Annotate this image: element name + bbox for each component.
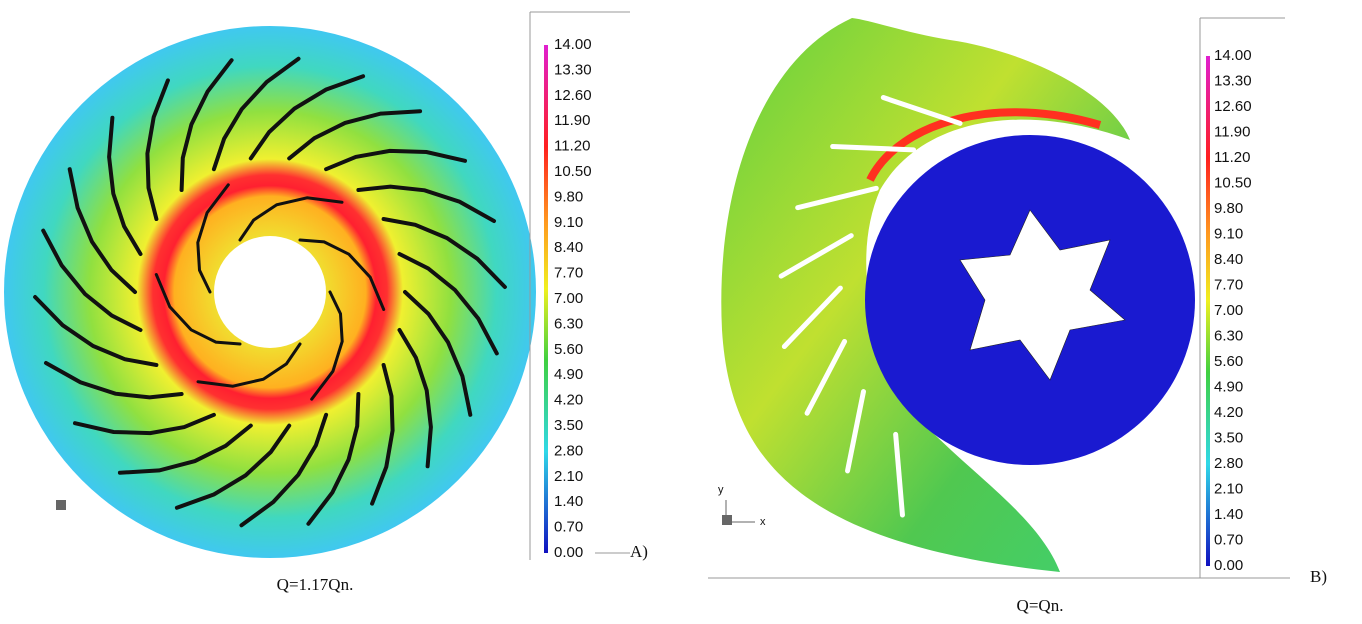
caption: Q=Qn. (1017, 596, 1064, 615)
colorbar-tick-label: 0.00 (1214, 557, 1243, 574)
colorbar-tick-label: 9.10 (554, 214, 583, 231)
colorbar-tick-label: 1.40 (554, 493, 583, 510)
colorbar-tick-label: 11.90 (554, 112, 590, 129)
vane (833, 147, 914, 150)
panel-b: y x B) Q=Qn. 14.00 13.30 12.60 11.90 11.20 10… (708, 18, 1327, 615)
colorbar-tick-label: 12.60 (1214, 98, 1252, 115)
colorbar-tick-label: 8.40 (554, 239, 583, 256)
colorbar (1206, 56, 1210, 566)
colorbar-tick-label: 9.10 (1214, 225, 1243, 242)
colorbar-tick-label: 5.60 (554, 341, 583, 358)
axis-icon (722, 515, 732, 525)
colorbar-tick-label: 5.60 (1214, 353, 1243, 370)
colorbar-tick-label: 7.70 (554, 265, 583, 282)
colorbar-tick-label: 3.50 (554, 417, 583, 434)
colorbar-tick-label: 0.70 (554, 519, 583, 536)
colorbar-tick-label: 12.60 (554, 87, 592, 104)
colorbar-tick-label: 4.20 (1214, 404, 1243, 421)
colorbar-tick-label: 4.90 (1214, 378, 1243, 395)
panel-label: A) (630, 542, 648, 561)
axis-label: y (718, 484, 724, 496)
colorbar-tick-label: 9.80 (554, 188, 583, 205)
colorbar-tick-label: 6.30 (554, 315, 583, 332)
colorbar-tick-label: 2.80 (1214, 455, 1243, 472)
colorbar-tick-label: 7.70 (1214, 276, 1243, 293)
colorbar-tick-label: 11.20 (1214, 149, 1250, 166)
colorbar-tick-label: 14.00 (1214, 47, 1252, 64)
colorbar-tick-label: 1.40 (1214, 506, 1243, 523)
colorbar (544, 45, 548, 553)
caption: Q=1.17Qn. (277, 575, 354, 594)
colorbar-tick-label: 14.00 (554, 36, 592, 53)
axis-icon (56, 500, 66, 510)
colorbar-tick-label: 6.30 (1214, 327, 1243, 344)
hub (214, 236, 326, 348)
colorbar-tick-label: 10.50 (1214, 174, 1252, 191)
colorbar-tick-label: 10.50 (554, 163, 592, 180)
colorbar-tick-label: 4.90 (554, 366, 583, 383)
colorbar-tick-label: 11.20 (554, 138, 590, 155)
colorbar-tick-label: 0.70 (1214, 531, 1243, 548)
colorbar-tick-label: 7.00 (1214, 302, 1243, 319)
colorbar-tick-label: 13.30 (554, 61, 592, 78)
colorbar-tick-label: 2.10 (1214, 480, 1243, 497)
colorbar-tick-label: 11.90 (1214, 123, 1250, 140)
axis-label: x (760, 516, 766, 528)
colorbar-tick-label: 8.40 (1214, 251, 1243, 268)
colorbar-tick-label: 7.00 (554, 290, 583, 307)
colorbar-tick-label: 0.00 (554, 544, 583, 561)
colorbar-tick-label: 4.20 (554, 392, 583, 409)
colorbar-tick-label: 2.80 (554, 442, 583, 459)
panel-label: B) (1310, 567, 1327, 586)
colorbar-tick-label: 13.30 (1214, 72, 1252, 89)
figure: A) Q=1.17Qn. 14.00 13.30 12.60 11.90 11.20 10… (0, 0, 1362, 619)
panel-a: A) Q=1.17Qn. 14.00 13.30 12.60 11.90 11.20 10… (4, 12, 648, 594)
colorbar-tick-label: 3.50 (1214, 429, 1243, 446)
colorbar-tick-label: 2.10 (554, 468, 583, 485)
colorbar-tick-label: 9.80 (1214, 200, 1243, 217)
